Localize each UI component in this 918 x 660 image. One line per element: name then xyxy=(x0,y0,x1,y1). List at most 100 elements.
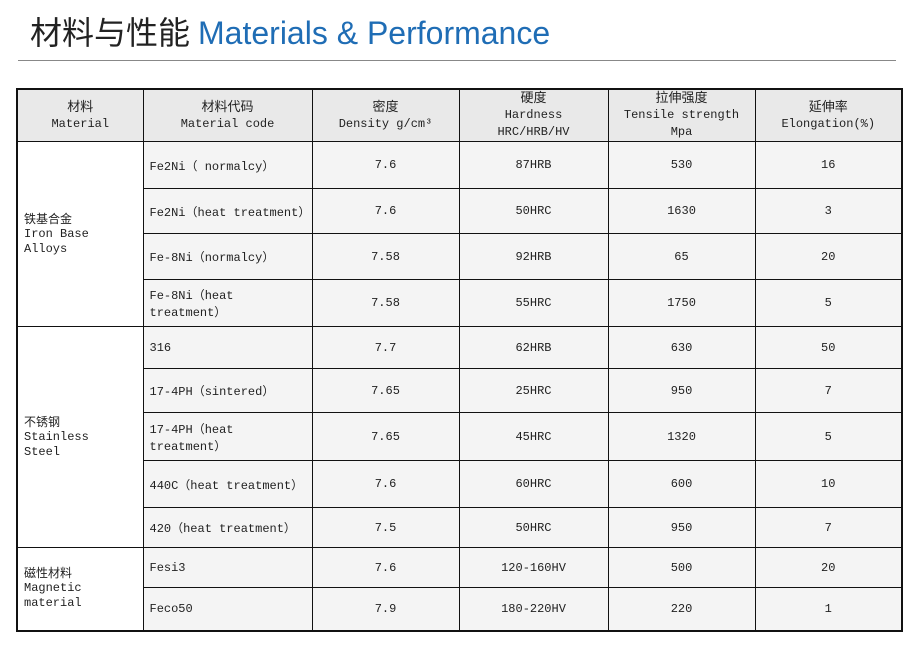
cell: 65 xyxy=(607,233,756,280)
cell: 20 xyxy=(754,233,903,280)
cell: 7.9 xyxy=(311,587,460,631)
group-cell: 不锈钢 Stainless Steel xyxy=(16,326,144,548)
data-row: Fe-8Ni（normalcy） 7.58 92HRB 65 20 xyxy=(17,233,903,280)
data-row: 17-4PH（sintered） 7.65 25HRC 950 7 xyxy=(17,368,903,413)
cell: 7 xyxy=(754,368,903,413)
cell: 7.5 xyxy=(311,507,460,548)
title-rule xyxy=(18,60,896,61)
header-en: Material xyxy=(51,116,110,131)
header-row: 材料 Material 材料代码 Material code 密度 Density g/c… xyxy=(16,88,903,142)
cell: 5 xyxy=(754,412,903,461)
cell: 25HRC xyxy=(458,368,609,413)
materials-table: 材料 Material 材料代码 Material code 密度 Density g/c… xyxy=(16,88,903,632)
data-row: Feco50 7.9 180-220HV 220 1 xyxy=(17,587,903,631)
header-cn: 延伸率 xyxy=(808,99,848,115)
header-cell: 材料代码 Material code xyxy=(142,88,313,142)
group-cell: 磁性材料 Magnetic material xyxy=(16,547,144,631)
cell: 7.6 xyxy=(311,141,460,189)
cell: 60HRC xyxy=(458,460,609,508)
data-row: Fe-8Ni（heat treatment） 7.58 55HRC 1750 5 xyxy=(17,279,903,327)
material-code: Fe2Ni（heat treatment） xyxy=(142,188,313,234)
cell: 630 xyxy=(607,326,756,369)
data-row: 17-4PH（heat treatment） 7.65 45HRC 1320 5 xyxy=(17,412,903,461)
cell: 7.6 xyxy=(311,547,460,588)
cell: 950 xyxy=(607,368,756,413)
material-code: Fe-8Ni（normalcy） xyxy=(142,233,313,280)
cell: 7.6 xyxy=(311,460,460,508)
header-cell: 材料 Material xyxy=(16,88,144,142)
cell: 45HRC xyxy=(458,412,609,461)
header-cn: 密度 xyxy=(372,99,399,115)
title-en: Materials & Performance xyxy=(198,15,551,51)
cell: 1750 xyxy=(607,279,756,327)
data-row: 440C（heat treatment） 7.6 60HRC 600 10 xyxy=(17,460,903,508)
cell: 7.6 xyxy=(311,188,460,234)
group-cell: 铁基合金 Iron Base Alloys xyxy=(16,141,144,327)
header-en: Tensile strength Mpa xyxy=(623,108,740,139)
group-en: Iron Base Alloys xyxy=(24,226,89,256)
cell: 7.58 xyxy=(311,233,460,280)
material-code: 440C（heat treatment） xyxy=(142,460,313,508)
header-en: Hardness HRC/HRB/HV xyxy=(497,108,570,139)
group-cn: 磁性材料 xyxy=(24,566,73,581)
cell: 16 xyxy=(754,141,903,189)
cell: 10 xyxy=(754,460,903,508)
cell: 5 xyxy=(754,279,903,327)
cell: 92HRB xyxy=(458,233,609,280)
cell: 87HRB xyxy=(458,141,609,189)
data-row: Fe2Ni（heat treatment） 7.6 50HRC 1630 3 xyxy=(17,188,903,234)
cell: 120-160HV xyxy=(458,547,609,588)
group-en: Stainless Steel xyxy=(24,429,89,459)
cell: 180-220HV xyxy=(458,587,609,631)
cell: 7 xyxy=(754,507,903,548)
cell: 55HRC xyxy=(458,279,609,327)
cell: 500 xyxy=(607,547,756,588)
header-en: Density g/cm³ xyxy=(338,116,433,131)
cell: 20 xyxy=(754,547,903,588)
header-en: Elongation(%) xyxy=(781,116,876,131)
cell: 7.65 xyxy=(311,368,460,413)
data-row: 420（heat treatment） 7.5 50HRC 950 7 xyxy=(17,507,903,548)
cell: 62HRB xyxy=(458,326,609,369)
material-code: 17-4PH（heat treatment） xyxy=(142,412,313,461)
header-cell: 延伸率 Elongation(%) xyxy=(754,88,903,142)
cell: 50 xyxy=(754,326,903,369)
cell: 1630 xyxy=(607,188,756,234)
header-cell: 密度 Density g/cm³ xyxy=(311,88,460,142)
header-cn: 拉伸强度 xyxy=(655,91,708,106)
cell: 220 xyxy=(607,587,756,631)
data-row: 铁基合金 Iron Base Alloys Fe2Ni（ normalcy） 7.6 8… xyxy=(16,141,903,327)
data-row: 不锈钢 Stainless Steel 316 7.7 62HRB 630 50 xyxy=(16,326,903,548)
material-code: Fesi3 xyxy=(142,547,313,588)
cell: 1320 xyxy=(607,412,756,461)
header-cell: 拉伸强度 Tensile strength Mpa xyxy=(607,88,756,142)
header-en: Material code xyxy=(180,116,275,131)
cell: 3 xyxy=(754,188,903,234)
cell: 530 xyxy=(607,141,756,189)
material-code: 17-4PH（sintered） xyxy=(142,368,313,413)
header-cn: 硬度 xyxy=(520,91,547,106)
cell: 1 xyxy=(754,587,903,631)
cell: 7.65 xyxy=(311,412,460,461)
cell: 50HRC xyxy=(458,507,609,548)
material-code: Feco50 xyxy=(142,587,313,631)
group-cn: 不锈钢 xyxy=(24,414,61,429)
cell: 7.58 xyxy=(311,279,460,327)
header-cn: 材料 xyxy=(67,99,94,115)
material-code: Fe-8Ni（heat treatment） xyxy=(142,279,313,327)
material-code: 420（heat treatment） xyxy=(142,507,313,548)
data-row: 磁性材料 Magnetic material Fesi3 7.6 120-160HV 50… xyxy=(16,547,903,631)
cell: 7.7 xyxy=(311,326,460,369)
group-cn: 铁基合金 xyxy=(24,211,73,226)
material-code: 316 xyxy=(142,326,313,369)
material-code: Fe2Ni（ normalcy） xyxy=(142,141,313,189)
cell: 950 xyxy=(607,507,756,548)
page-title: 材料与性能 Materials & Performance xyxy=(30,8,550,54)
cell: 600 xyxy=(607,460,756,508)
header-cn: 材料代码 xyxy=(201,99,254,115)
group-en: Magnetic material xyxy=(24,581,82,611)
title-cn: 材料与性能 xyxy=(30,14,191,52)
header-cell: 硬度 Hardness HRC/HRB/HV xyxy=(458,88,609,142)
cell: 50HRC xyxy=(458,188,609,234)
